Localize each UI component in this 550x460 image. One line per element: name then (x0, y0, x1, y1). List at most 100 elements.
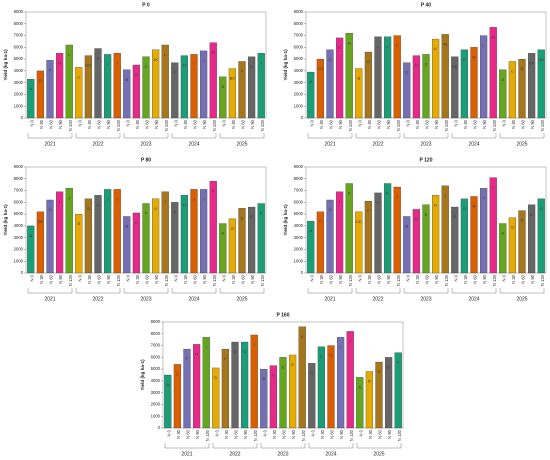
bar-letter: H (377, 200, 380, 205)
x-tick-label: N 90 (250, 274, 255, 284)
year-label: 2025 (516, 141, 527, 147)
bar-letter: G (463, 57, 466, 62)
year-bracket (308, 443, 354, 449)
bar-letter: E (387, 364, 390, 369)
bar (238, 61, 246, 119)
bar-letter: G (463, 206, 466, 211)
bar-letter: H (183, 63, 186, 68)
x-tick-label: N 0 (166, 429, 171, 436)
bar (132, 212, 141, 274)
bar (132, 64, 141, 119)
bar-letter: I (107, 61, 108, 66)
x-tick-label: N 30 (368, 429, 373, 439)
bar (257, 203, 265, 274)
bar (55, 53, 64, 119)
x-tick-label: N 120 (205, 429, 210, 441)
y-tick-label: 4000 (294, 223, 304, 228)
bar (365, 371, 374, 429)
y-tick-label: 1000 (151, 413, 161, 418)
year-label: 2023 (140, 141, 151, 147)
bar (288, 354, 297, 429)
bar (518, 210, 526, 274)
y-tick-label: 8000 (14, 176, 24, 181)
bar (190, 189, 198, 274)
bar-letter: I (261, 60, 262, 65)
bar-letter: J (203, 58, 205, 63)
bar (356, 377, 364, 429)
panel: P 40 Yield (kg ha-1) 0 1000 2000 3000 4000 5000… (283, 2, 547, 147)
bar-letter: EF (529, 60, 535, 65)
bar (202, 337, 210, 429)
bar (36, 70, 45, 119)
bar-letter: L (386, 44, 389, 49)
bar-letter: C (135, 220, 138, 225)
x-tick-label: N 0 (453, 274, 458, 281)
x-tick-label: N 30 (320, 429, 325, 439)
bar (336, 337, 345, 429)
x-tick-label: N 90 (202, 119, 207, 129)
x-tick-label: N 120 (260, 274, 265, 286)
bar-letter: L (68, 52, 71, 57)
x-tick-label: N 0 (214, 429, 219, 436)
bar-letter: G (329, 353, 332, 358)
x-tick-label: N 120 (348, 274, 353, 286)
bar (279, 357, 287, 429)
x-tick-label: N 30 (176, 429, 181, 439)
x-tick-label: N 60 (473, 274, 478, 284)
year-label: 2022 (372, 141, 383, 147)
x-tick-label: N 120 (444, 274, 449, 286)
x-tick-label: N 0 (125, 119, 130, 126)
bar (151, 49, 160, 119)
bar-letter: A (221, 84, 224, 89)
bar-letter: G (144, 64, 147, 69)
y-tick-label: 1000 (294, 103, 304, 108)
bar (518, 58, 526, 119)
bar-letter: H (473, 204, 476, 209)
panel-title: P 120 (420, 157, 433, 163)
bar (470, 196, 478, 274)
bar-letter: G (233, 349, 236, 354)
year-bracket (307, 133, 353, 139)
x-tick-label: N 60 (377, 274, 382, 284)
bar-letter: A (29, 86, 32, 91)
x-tick-label: N 30 (39, 119, 44, 129)
x-tick-label: N 60 (377, 119, 382, 129)
x-tick-label: N 60 (473, 119, 478, 129)
bar (470, 47, 478, 119)
year-bracket (499, 288, 545, 294)
y-tick-label: 4000 (294, 68, 304, 73)
x-tick-label: N 0 (357, 274, 362, 281)
bar-letter: C (310, 370, 313, 375)
year-bracket (212, 443, 258, 449)
bar-letter: J (193, 196, 195, 201)
panel: P 160 Yield (kg ha-1) 0 1000 2000 3000 4000 500… (140, 312, 404, 457)
year-label: 2023 (140, 296, 151, 302)
year-label: 2022 (92, 296, 103, 302)
year-bracket (219, 133, 265, 139)
bar-letter: N (492, 34, 495, 39)
bar-letter: I (59, 199, 60, 204)
bar (508, 61, 517, 119)
x-tick-label: N 0 (173, 274, 178, 281)
bar-letter: B (125, 224, 128, 229)
bar (103, 54, 112, 119)
bar-letter: F (174, 209, 177, 214)
year-label: 2024 (468, 141, 479, 147)
y-tick-label: 9000 (14, 9, 24, 14)
bar-letter: G (243, 349, 246, 354)
y-tick-label: 1000 (14, 103, 24, 108)
bar-letter: B (368, 379, 371, 384)
x-tick-label: N 120 (349, 429, 354, 441)
panel-title: P 40 (421, 2, 431, 8)
x-tick-label: N 30 (87, 274, 92, 284)
y-tick-label: 9000 (151, 319, 161, 324)
year-label: 2025 (236, 296, 247, 302)
panel-title: P 0 (142, 2, 150, 8)
x-tick-label: N 0 (309, 274, 314, 281)
bar-letter: E (241, 215, 244, 220)
y-tick-label: 4000 (14, 223, 24, 228)
bar (431, 195, 440, 274)
bar-letter: JK (153, 57, 158, 62)
bar-letter: C (176, 371, 179, 376)
bar-letter: B (231, 226, 234, 231)
